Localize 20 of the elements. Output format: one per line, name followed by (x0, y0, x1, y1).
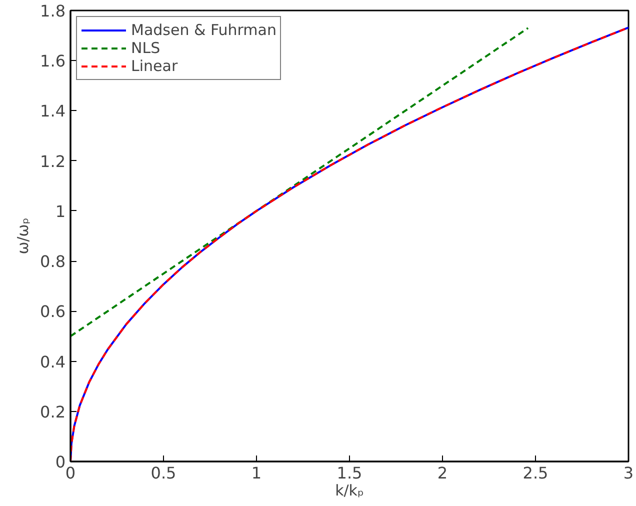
x-tick-label: 2 (437, 464, 448, 482)
y-tick-label: 1.4 (40, 102, 66, 121)
y-axis-title: ω/ωₚ (14, 218, 32, 254)
x-tick-label: 1.5 (336, 464, 362, 482)
x-tick-label: 1 (251, 464, 262, 482)
y-tick-label: 0.8 (40, 252, 66, 272)
legend-label: Linear (131, 57, 178, 75)
x-tick-label: 2.5 (522, 464, 548, 482)
x-tick-label: 0.5 (150, 464, 176, 482)
y-tick-label: 0.6 (40, 302, 66, 322)
y-tick-label: 1.2 (40, 152, 66, 171)
y-tick-label: 1 (55, 202, 66, 221)
y-tick-label: 1.6 (40, 52, 66, 71)
legend-label: Madsen & Fuhrman (131, 21, 276, 39)
legend-label: NLS (131, 39, 160, 57)
x-axis-title: k/kₚ (335, 482, 364, 500)
x-tick-label: 3 (623, 464, 634, 482)
y-tick-label: 0.2 (40, 402, 66, 422)
y-tick-label: 1.8 (40, 2, 66, 20)
y-tick-label: 0.4 (40, 352, 66, 372)
